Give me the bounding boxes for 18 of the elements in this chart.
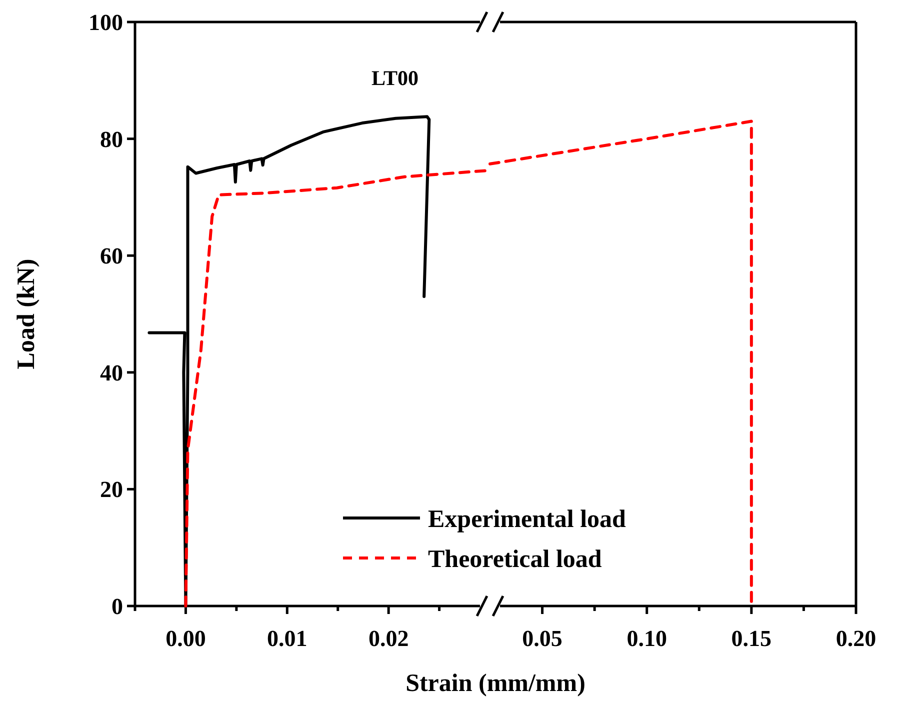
x-tick-label: 0.02: [368, 626, 409, 651]
x-tick-label: 0.00: [166, 626, 206, 651]
x-tick-label: 0.10: [626, 626, 667, 651]
x-axis-title: Strain (mm/mm): [406, 670, 586, 697]
y-tick-label: 40: [100, 360, 123, 386]
y-tick-label: 0: [112, 594, 123, 619]
y-axis-title: Load (kN): [13, 258, 40, 370]
annotation: LT00: [371, 66, 419, 90]
x-tick-label: 0.01: [267, 626, 308, 651]
legend-label: Experimental load: [428, 506, 626, 533]
y-tick-label: 100: [88, 10, 123, 35]
y-tick-label: 20: [100, 477, 123, 502]
y-tick-label: 60: [100, 244, 123, 269]
y-tick-label: 80: [100, 126, 123, 152]
x-tick-label: 0.05: [522, 626, 562, 651]
legend-label: Theoretical load: [428, 546, 602, 573]
x-tick-label: 0.15: [731, 626, 772, 651]
x-tick-label: 0.20: [836, 626, 876, 651]
